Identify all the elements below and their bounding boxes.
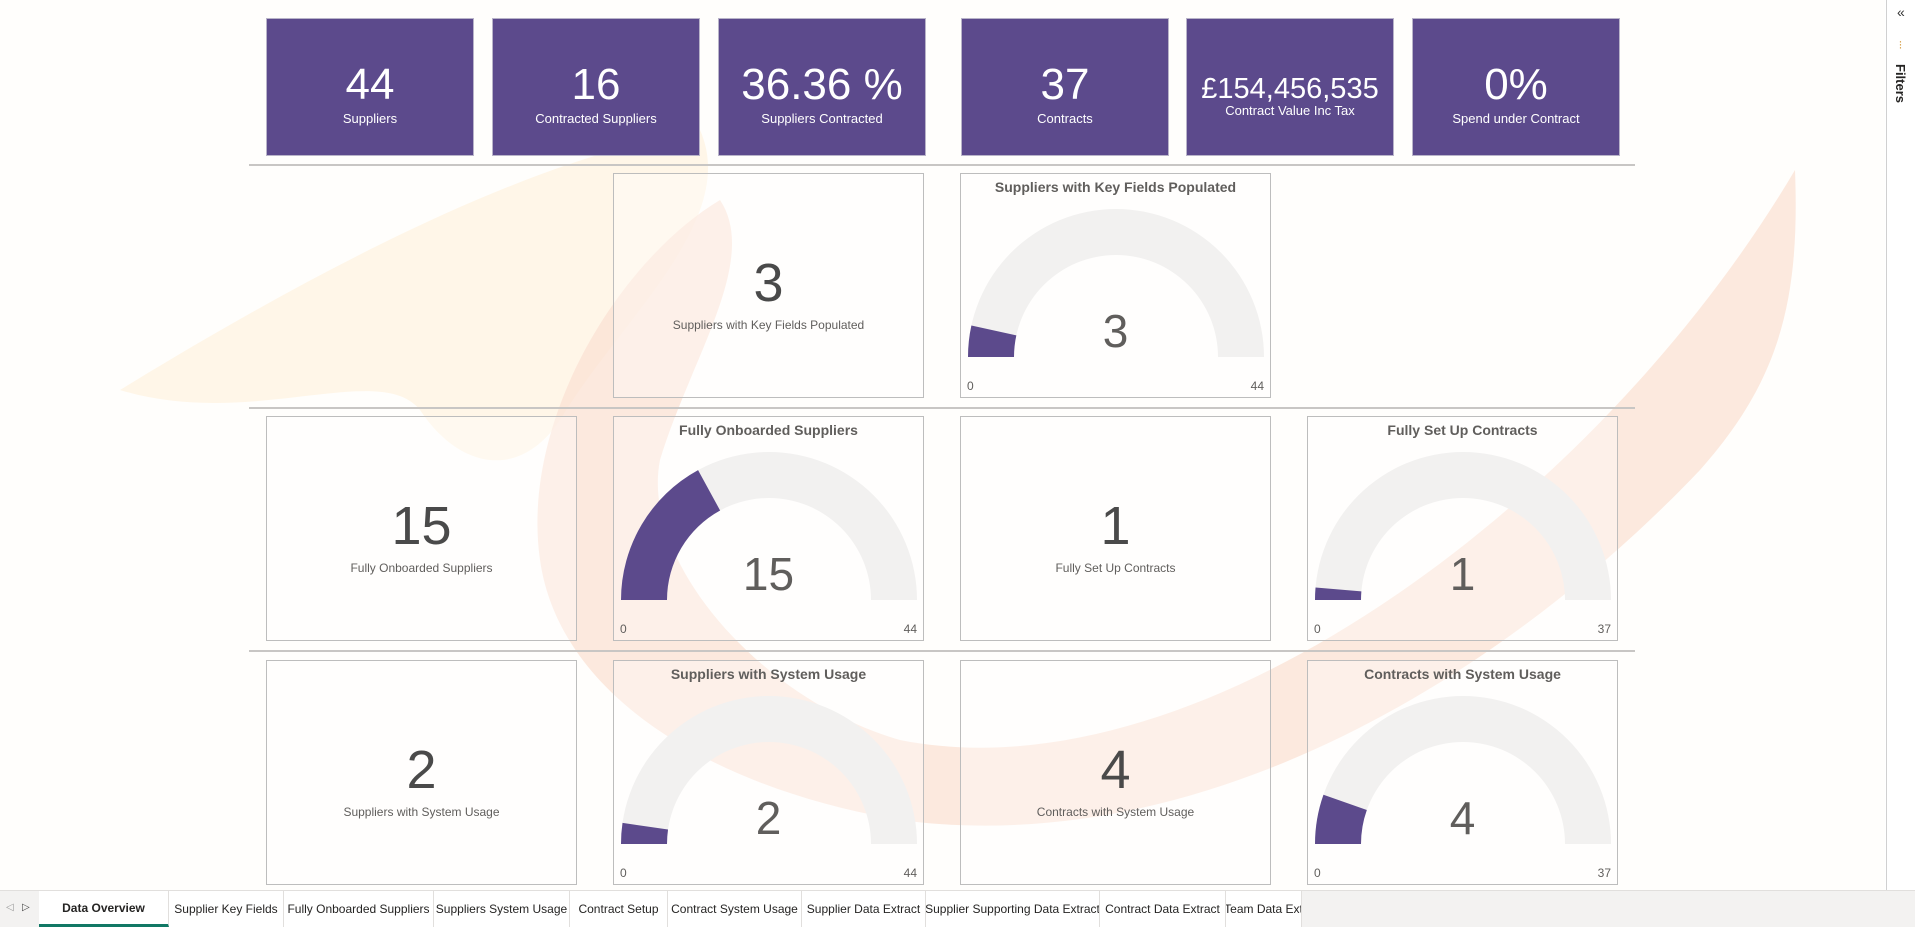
kpi-value: 37 [1040,60,1090,109]
card-contract-usage: 4 Contracts with System Usage [960,660,1271,885]
card-value: 3 [753,253,784,313]
tab-contract-setup[interactable]: Contract Setup [570,891,668,927]
gauge-arc [968,209,1264,357]
gauge-arc [621,452,917,600]
card-onboarded: 15 Fully Onboarded Suppliers [266,416,577,641]
kpi-value: £154,456,535 [1201,73,1379,105]
card-setup: 1 Fully Set Up Contracts [960,416,1271,641]
gauge-value: 15 [742,548,795,600]
collapse-filters-icon[interactable]: « [1897,4,1905,20]
card-value: 2 [406,740,437,800]
gauge-title: Fully Set Up Contracts [1387,422,1538,438]
page-tabs: ◁ ▷ Data Overview Supplier Key Fields Full… [0,890,1915,927]
card-label: Contracts with System Usage [1036,805,1195,819]
gauge-title: Suppliers with Key Fields Populated [994,179,1237,195]
card-label: Suppliers with System Usage [343,805,500,819]
gauge-key-fields: Suppliers with Key Fields Populated 3 0 … [960,173,1271,398]
card-key-fields: 3 Suppliers with Key Fields Populated [613,173,924,398]
gauge-setup: Fully Set Up Contracts 1 0 37 [1307,416,1618,641]
kpi-value: 44 [345,60,395,109]
tab-supplier-key-fields[interactable]: Supplier Key Fields [169,891,284,927]
gauge-value: 4 [1449,792,1476,844]
kpi-value: 36.36 % [741,60,903,109]
gauge-title: Suppliers with System Usage [670,666,867,682]
tab-data-overview[interactable]: Data Overview [39,891,169,927]
gauge-arc [621,696,917,844]
kpi-label: Contracts [1037,111,1093,126]
gauge-max: 44 [903,866,917,880]
card-label: Fully Set Up Contracts [1055,561,1176,575]
gauge-min: 0 [1314,866,1321,880]
gauge-track [621,696,917,844]
gauge-fill [1315,587,1362,600]
divider [249,164,1635,166]
divider [249,407,1635,409]
gauge-max: 37 [1597,622,1611,636]
tab-scroll-left-icon[interactable]: ◁ [6,902,14,913]
gauge-max: 37 [1597,866,1611,880]
tab-fully-onboarded-suppliers[interactable]: Fully Onboarded Suppliers [284,891,434,927]
gauge-title: Contracts with System Usage [1364,666,1561,682]
gauge-value: 2 [755,792,782,844]
gauge-max: 44 [903,622,917,636]
gauge-fill [1315,794,1367,844]
gauge-arc [1315,452,1611,600]
card-label: Fully Onboarded Suppliers [350,561,493,575]
kpi-label: Spend under Contract [1452,111,1580,126]
filters-label[interactable]: Filters [1893,64,1908,104]
card-value: 1 [1100,496,1131,556]
gauge-max: 44 [1250,379,1264,393]
kpi-card-spend-under-contract: 0% Spend under Contract [1412,18,1620,156]
gauge-fill [621,822,669,844]
kpi-value: 16 [571,60,621,109]
gauge-track [1315,452,1611,600]
kpi-card-contract-value: £154,456,535 Contract Value Inc Tax [1186,18,1394,156]
gauge-onboarded: Fully Onboarded Suppliers 15 0 44 [613,416,924,641]
kpi-label: Contracted Suppliers [535,111,657,126]
tab-team-data-ext[interactable]: Team Data Ext [1226,891,1302,927]
gauge-title: Fully Onboarded Suppliers [679,422,858,438]
card-supplier-usage: 2 Suppliers with System Usage [266,660,577,885]
card-value: 4 [1100,740,1131,800]
kpi-value: 0% [1484,60,1548,109]
kpi-card-contracts: 37 Contracts [961,18,1169,156]
kpi-label: Suppliers [342,111,398,126]
filter-icon: ⫶ [1899,40,1902,52]
gauge-track [1315,696,1611,844]
gauge-contract-usage: Contracts with System Usage 4 0 37 [1307,660,1618,885]
kpi-label: Contract Value Inc Tax [1225,103,1355,118]
gauge-value: 3 [1102,305,1129,357]
gauge-fill [968,325,1017,357]
gauge-value: 1 [1449,548,1476,600]
tab-contract-system-usage[interactable]: Contract System Usage [668,891,802,927]
tab-suppliers-system-usage[interactable]: Suppliers System Usage [434,891,570,927]
gauge-supplier-usage: Suppliers with System Usage 2 0 44 [613,660,924,885]
divider [249,650,1635,652]
gauge-min: 0 [620,622,627,636]
gauge-min: 0 [1314,622,1321,636]
gauge-arc [1315,696,1611,844]
gauge-track [968,209,1264,357]
kpi-card-suppliers-contracted: 36.36 % Suppliers Contracted [718,18,926,156]
kpi-card-suppliers: 44 Suppliers [266,18,474,156]
gauge-min: 0 [620,866,627,880]
tab-supplier-supporting-data-extract[interactable]: Supplier Supporting Data Extract [926,891,1100,927]
gauge-fill [621,470,721,600]
tab-contract-data-extract[interactable]: Contract Data Extract [1100,891,1226,927]
kpi-label: Suppliers Contracted [761,111,883,126]
tab-supplier-data-extract[interactable]: Supplier Data Extract [802,891,926,927]
tab-scroll-right-icon[interactable]: ▷ [22,902,30,913]
card-value: 15 [391,496,452,556]
kpi-card-contracted-suppliers: 16 Contracted Suppliers [492,18,700,156]
gauge-min: 0 [967,379,974,393]
card-label: Suppliers with Key Fields Populated [672,318,865,332]
filters-pane[interactable]: « ⫶ Filters [1886,0,1915,890]
